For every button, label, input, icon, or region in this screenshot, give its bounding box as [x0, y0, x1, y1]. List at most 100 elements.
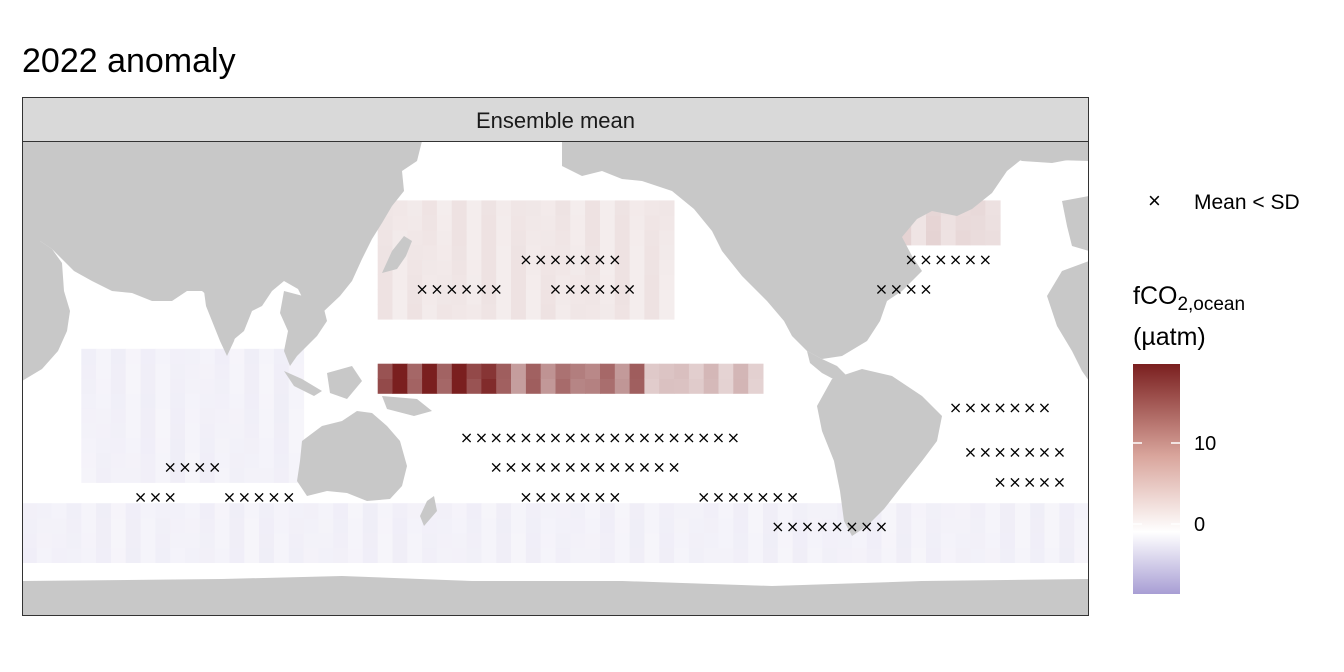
anomaly-cell [407, 363, 423, 379]
anomaly-cell [110, 363, 127, 379]
anomaly-cell [422, 230, 438, 246]
anomaly-cell [926, 503, 942, 519]
anomaly-cell [733, 532, 749, 549]
anomaly-cell [199, 532, 216, 549]
anomaly-cell [214, 452, 230, 468]
anomaly-cell [777, 518, 794, 534]
map-frame [22, 141, 1089, 616]
anomaly-cell [185, 423, 201, 439]
anomaly-cell [318, 518, 334, 534]
anomaly-cell [125, 547, 141, 563]
land-greenland [982, 141, 1089, 163]
anomaly-cell [703, 363, 719, 379]
anomaly-cell [1014, 503, 1031, 519]
anomaly-cell [110, 423, 127, 439]
anomaly-cell [629, 274, 645, 290]
anomaly-cell [570, 363, 586, 379]
anomaly-cell [273, 378, 290, 394]
cross-marker-icon: × [979, 398, 992, 417]
cross-marker-icon: × [904, 279, 917, 298]
anomaly-cell [362, 532, 379, 549]
anomaly-cell [777, 547, 794, 563]
cross-marker-icon: × [934, 250, 947, 269]
anomaly-cell [703, 547, 719, 563]
cross-marker-icon: × [638, 428, 651, 447]
land-north-america [562, 141, 1089, 359]
anomaly-cell [481, 230, 497, 246]
anomaly-cell [851, 547, 868, 563]
anomaly-cell [377, 274, 393, 290]
anomaly-cell [407, 289, 423, 305]
cross-marker-icon: × [163, 487, 176, 506]
anomaly-cell [229, 437, 245, 454]
anomaly-cell [36, 518, 53, 534]
anomaly-cell [185, 452, 201, 468]
anomaly-cell [377, 547, 393, 563]
anomaly-cell [926, 215, 942, 231]
anomaly-cell [259, 503, 275, 519]
anomaly-cell [1000, 532, 1016, 549]
anomaly-cell [555, 289, 571, 305]
anomaly-cell [451, 215, 468, 231]
anomaly-cell [481, 244, 497, 261]
colorbar-title-subscript: 2,ocean [1177, 294, 1246, 315]
anomaly-cell [481, 363, 497, 379]
anomaly-cell [525, 547, 542, 563]
cross-marker-icon: × [1053, 443, 1066, 462]
anomaly-cell [451, 274, 468, 290]
anomaly-cell [614, 259, 631, 276]
colorbar-tick-label-0: 0 [1194, 514, 1205, 536]
anomaly-cell [110, 378, 127, 394]
land-new-guinea [382, 396, 432, 416]
anomaly-cell [140, 408, 156, 424]
anomaly-cell [674, 518, 690, 534]
anomaly-cell [214, 378, 230, 394]
anomaly-cell [51, 547, 67, 563]
cross-marker-icon: × [949, 250, 962, 269]
anomaly-cell [807, 547, 823, 563]
anomaly-cell [525, 518, 542, 534]
anomaly-cell [96, 363, 112, 379]
anomaly-cell [777, 503, 794, 519]
anomaly-cell [96, 467, 112, 483]
anomaly-cell [170, 393, 186, 409]
anomaly-cell [273, 467, 290, 483]
anomaly-cell [792, 518, 808, 534]
anomaly-cell [644, 259, 660, 276]
anomaly-cell [96, 437, 112, 454]
anomaly-cell [407, 259, 423, 276]
cross-marker-icon: × [489, 428, 502, 447]
anomaly-cell [362, 547, 379, 563]
anomaly-cell [66, 547, 82, 563]
anomaly-cell [81, 547, 97, 563]
anomaly-cell [481, 532, 497, 549]
anomaly-cell [688, 518, 705, 534]
anomaly-cell [733, 503, 749, 519]
cross-marker-icon: × [578, 428, 591, 447]
cross-marker-icon: × [549, 279, 562, 298]
anomaly-cell [911, 532, 927, 549]
anomaly-cell [377, 289, 393, 305]
anomaly-cell [926, 230, 942, 246]
anomaly-cell [214, 518, 230, 534]
anomaly-cell [170, 452, 186, 468]
anomaly-cell [214, 423, 230, 439]
anomaly-cell [407, 274, 423, 290]
anomaly-cell [81, 423, 97, 439]
anomaly-cell [955, 230, 971, 246]
anomaly-cell [555, 503, 571, 519]
anomaly-cell [481, 547, 497, 563]
anomaly-cell [273, 423, 290, 439]
anomaly-cell [1074, 547, 1089, 563]
colorbar-title-main: fCO [1133, 282, 1178, 310]
anomaly-cell [659, 289, 675, 305]
land-borneo [327, 366, 362, 399]
anomaly-cell [703, 378, 719, 394]
cross-marker-icon: × [564, 428, 577, 447]
anomaly-cell [659, 547, 675, 563]
anomaly-cell [110, 503, 127, 519]
land-masses [22, 141, 1089, 616]
anomaly-cell [525, 200, 542, 216]
cross-marker-icon: × [860, 517, 873, 536]
cross-marker-icon: × [623, 428, 636, 447]
